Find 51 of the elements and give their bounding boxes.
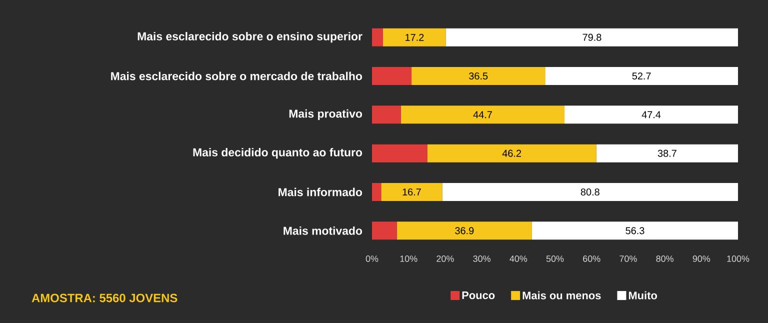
bar [396,222,532,240]
data-label: 47.4 [642,111,661,118]
y-tick-label: Mais informado [278,188,362,196]
x-tick-label: 80% [656,256,674,262]
data-label: 16.7 [402,188,421,196]
bar [381,183,442,202]
bar [427,144,596,162]
bar [442,183,738,202]
x-tick-label: 40% [510,256,528,262]
bar [372,106,401,124]
bar [382,28,446,46]
bar [372,183,382,202]
x-tick-label: 0% [366,256,378,262]
bar [596,144,738,162]
x-tick-label: 60% [583,256,600,262]
y-tick-label: Mais proativo [289,109,362,120]
x-tick-label: 50% [546,256,564,262]
data-label: 36.9 [455,227,474,234]
y-tick-label: Mais esclarecido sobre o mercado de trabalho [111,72,362,80]
bar [400,106,565,124]
legend-label: Mais ou menos [522,291,601,300]
x-tick-label: 90% [692,256,710,262]
data-label: 52.7 [632,72,651,80]
data-label: 17.2 [406,34,424,41]
data-label: 79.8 [582,34,602,41]
legend-label: Muito [628,291,657,300]
data-label: 80.8 [580,188,600,196]
data-label: 46.2 [502,150,522,157]
bar [372,28,383,46]
bar [372,144,428,162]
x-tick-label: 70% [620,256,637,262]
bar [545,67,738,86]
bar [532,222,738,240]
x-tick-label: 20% [436,256,454,262]
legend-label: Pouco [462,292,495,300]
x-tick-label: 10% [400,256,418,262]
y-tick-label: Mais decidido quanto ao futuro [193,148,362,159]
data-label: 56.3 [626,227,644,234]
bar [446,28,738,46]
bar [564,106,738,124]
text: AMOSTRA: 5560 JOVENS [32,294,178,302]
bar [372,222,397,240]
x-tick-label: 30% [473,256,490,262]
y-tick-label: Mais esclarecido sobre o ensino superior [138,32,362,43]
data-label: 38.7 [658,150,676,157]
data-label: 36.5 [469,72,488,80]
bar [372,67,412,86]
y-tick-label: Mais motivado [284,226,362,235]
bar [412,67,546,86]
x-tick-label: 100% [727,256,750,262]
data-label: 44.7 [473,111,492,118]
